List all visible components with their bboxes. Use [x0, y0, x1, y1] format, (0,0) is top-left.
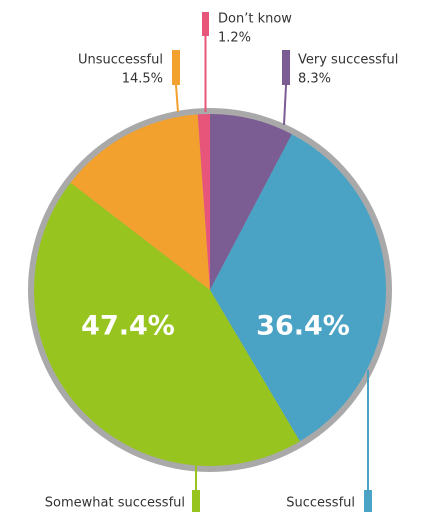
value-label: 8.3%	[298, 72, 331, 87]
value-label: 1.2%	[218, 31, 251, 46]
leader	[175, 84, 179, 113]
marker	[202, 12, 209, 36]
pie-slice	[70, 114, 210, 290]
pie-slice	[197, 114, 210, 290]
marker	[364, 490, 372, 512]
value-label: 36.4%	[256, 311, 350, 342]
category-label: Somewhat successful	[45, 496, 185, 511]
pie-slice	[33, 182, 300, 467]
value-label: 47.4%	[81, 311, 175, 342]
marker	[192, 490, 200, 512]
category-label: Unsuccessful	[78, 53, 163, 68]
leaders	[172, 12, 372, 512]
leader	[283, 84, 287, 126]
category-label: Don’t know	[218, 12, 292, 27]
pie-slice	[210, 134, 387, 442]
slices	[33, 114, 387, 467]
category-label: Very successful	[298, 53, 398, 68]
value-label: 14.5%	[122, 72, 163, 87]
marker	[282, 50, 290, 85]
pie-slice	[210, 114, 292, 290]
marker	[172, 50, 180, 85]
category-label: Successful	[286, 496, 355, 511]
